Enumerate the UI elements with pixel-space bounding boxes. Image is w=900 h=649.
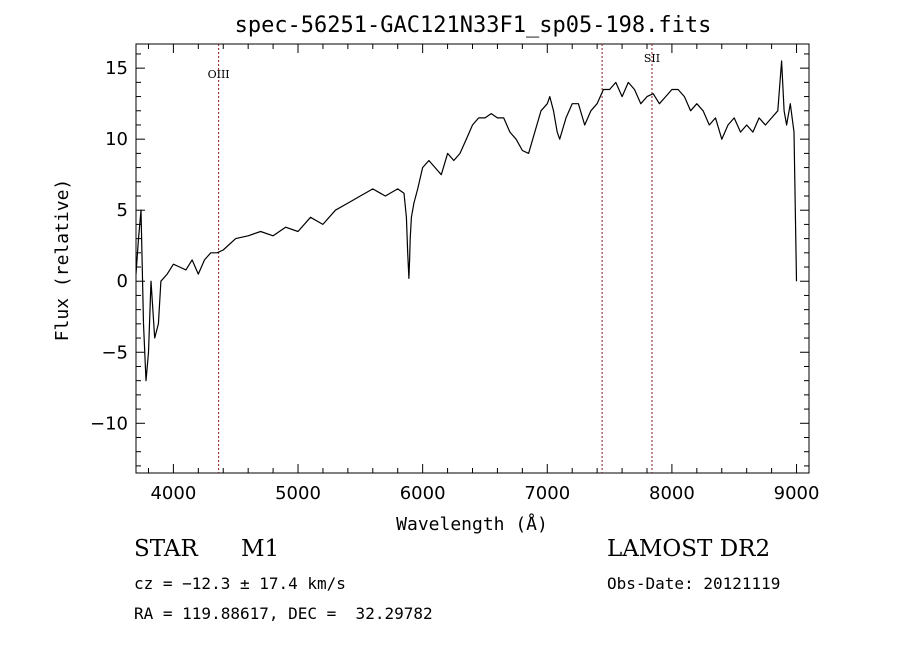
x-axis-label: Wavelength (Å) xyxy=(396,513,548,535)
x-tick-label: 4000 xyxy=(150,483,196,504)
series-line xyxy=(136,60,798,382)
y-tick-label: 0 xyxy=(117,271,128,292)
x-tick-label: 8000 xyxy=(649,483,695,504)
axis-ticks: 4000 5000 6000 7000 8000 9000 −10 −5 0 5 10 15 xyxy=(90,44,819,504)
x-tick-label: 7000 xyxy=(524,483,570,504)
x-tick-label: 9000 xyxy=(774,483,820,504)
survey-name: LAMOST DR2 xyxy=(607,536,771,562)
spectral-line-markers: OIII SII xyxy=(208,44,660,473)
y-tick-label: 10 xyxy=(105,129,128,150)
y-tick-label: 15 xyxy=(105,58,128,79)
y-tick-label: −5 xyxy=(101,342,128,363)
observation-date: Obs-Date: 20121119 xyxy=(607,574,781,593)
spectral-line-label: OIII xyxy=(208,68,230,81)
y-tick-label: −10 xyxy=(90,413,128,434)
y-axis-label: Flux (relative) xyxy=(52,179,73,342)
y-tick-label: 5 xyxy=(117,200,128,221)
chart-title: spec-56251-GAC121N33F1_sp05-198.fits xyxy=(235,13,712,38)
x-tick-label: 6000 xyxy=(400,483,446,504)
object-subclass: M1 xyxy=(241,536,280,562)
spectral-line-label: SII xyxy=(644,52,660,65)
series-layer xyxy=(136,60,798,382)
x-tick-label: 5000 xyxy=(275,483,321,504)
redshift-readout: cz = −12.3 ± 17.4 km/s xyxy=(134,574,346,593)
coordinates-readout: RA = 119.88617, DEC = 32.29782 xyxy=(134,604,433,623)
object-class: STAR xyxy=(134,536,198,562)
plot-frame xyxy=(135,43,810,474)
